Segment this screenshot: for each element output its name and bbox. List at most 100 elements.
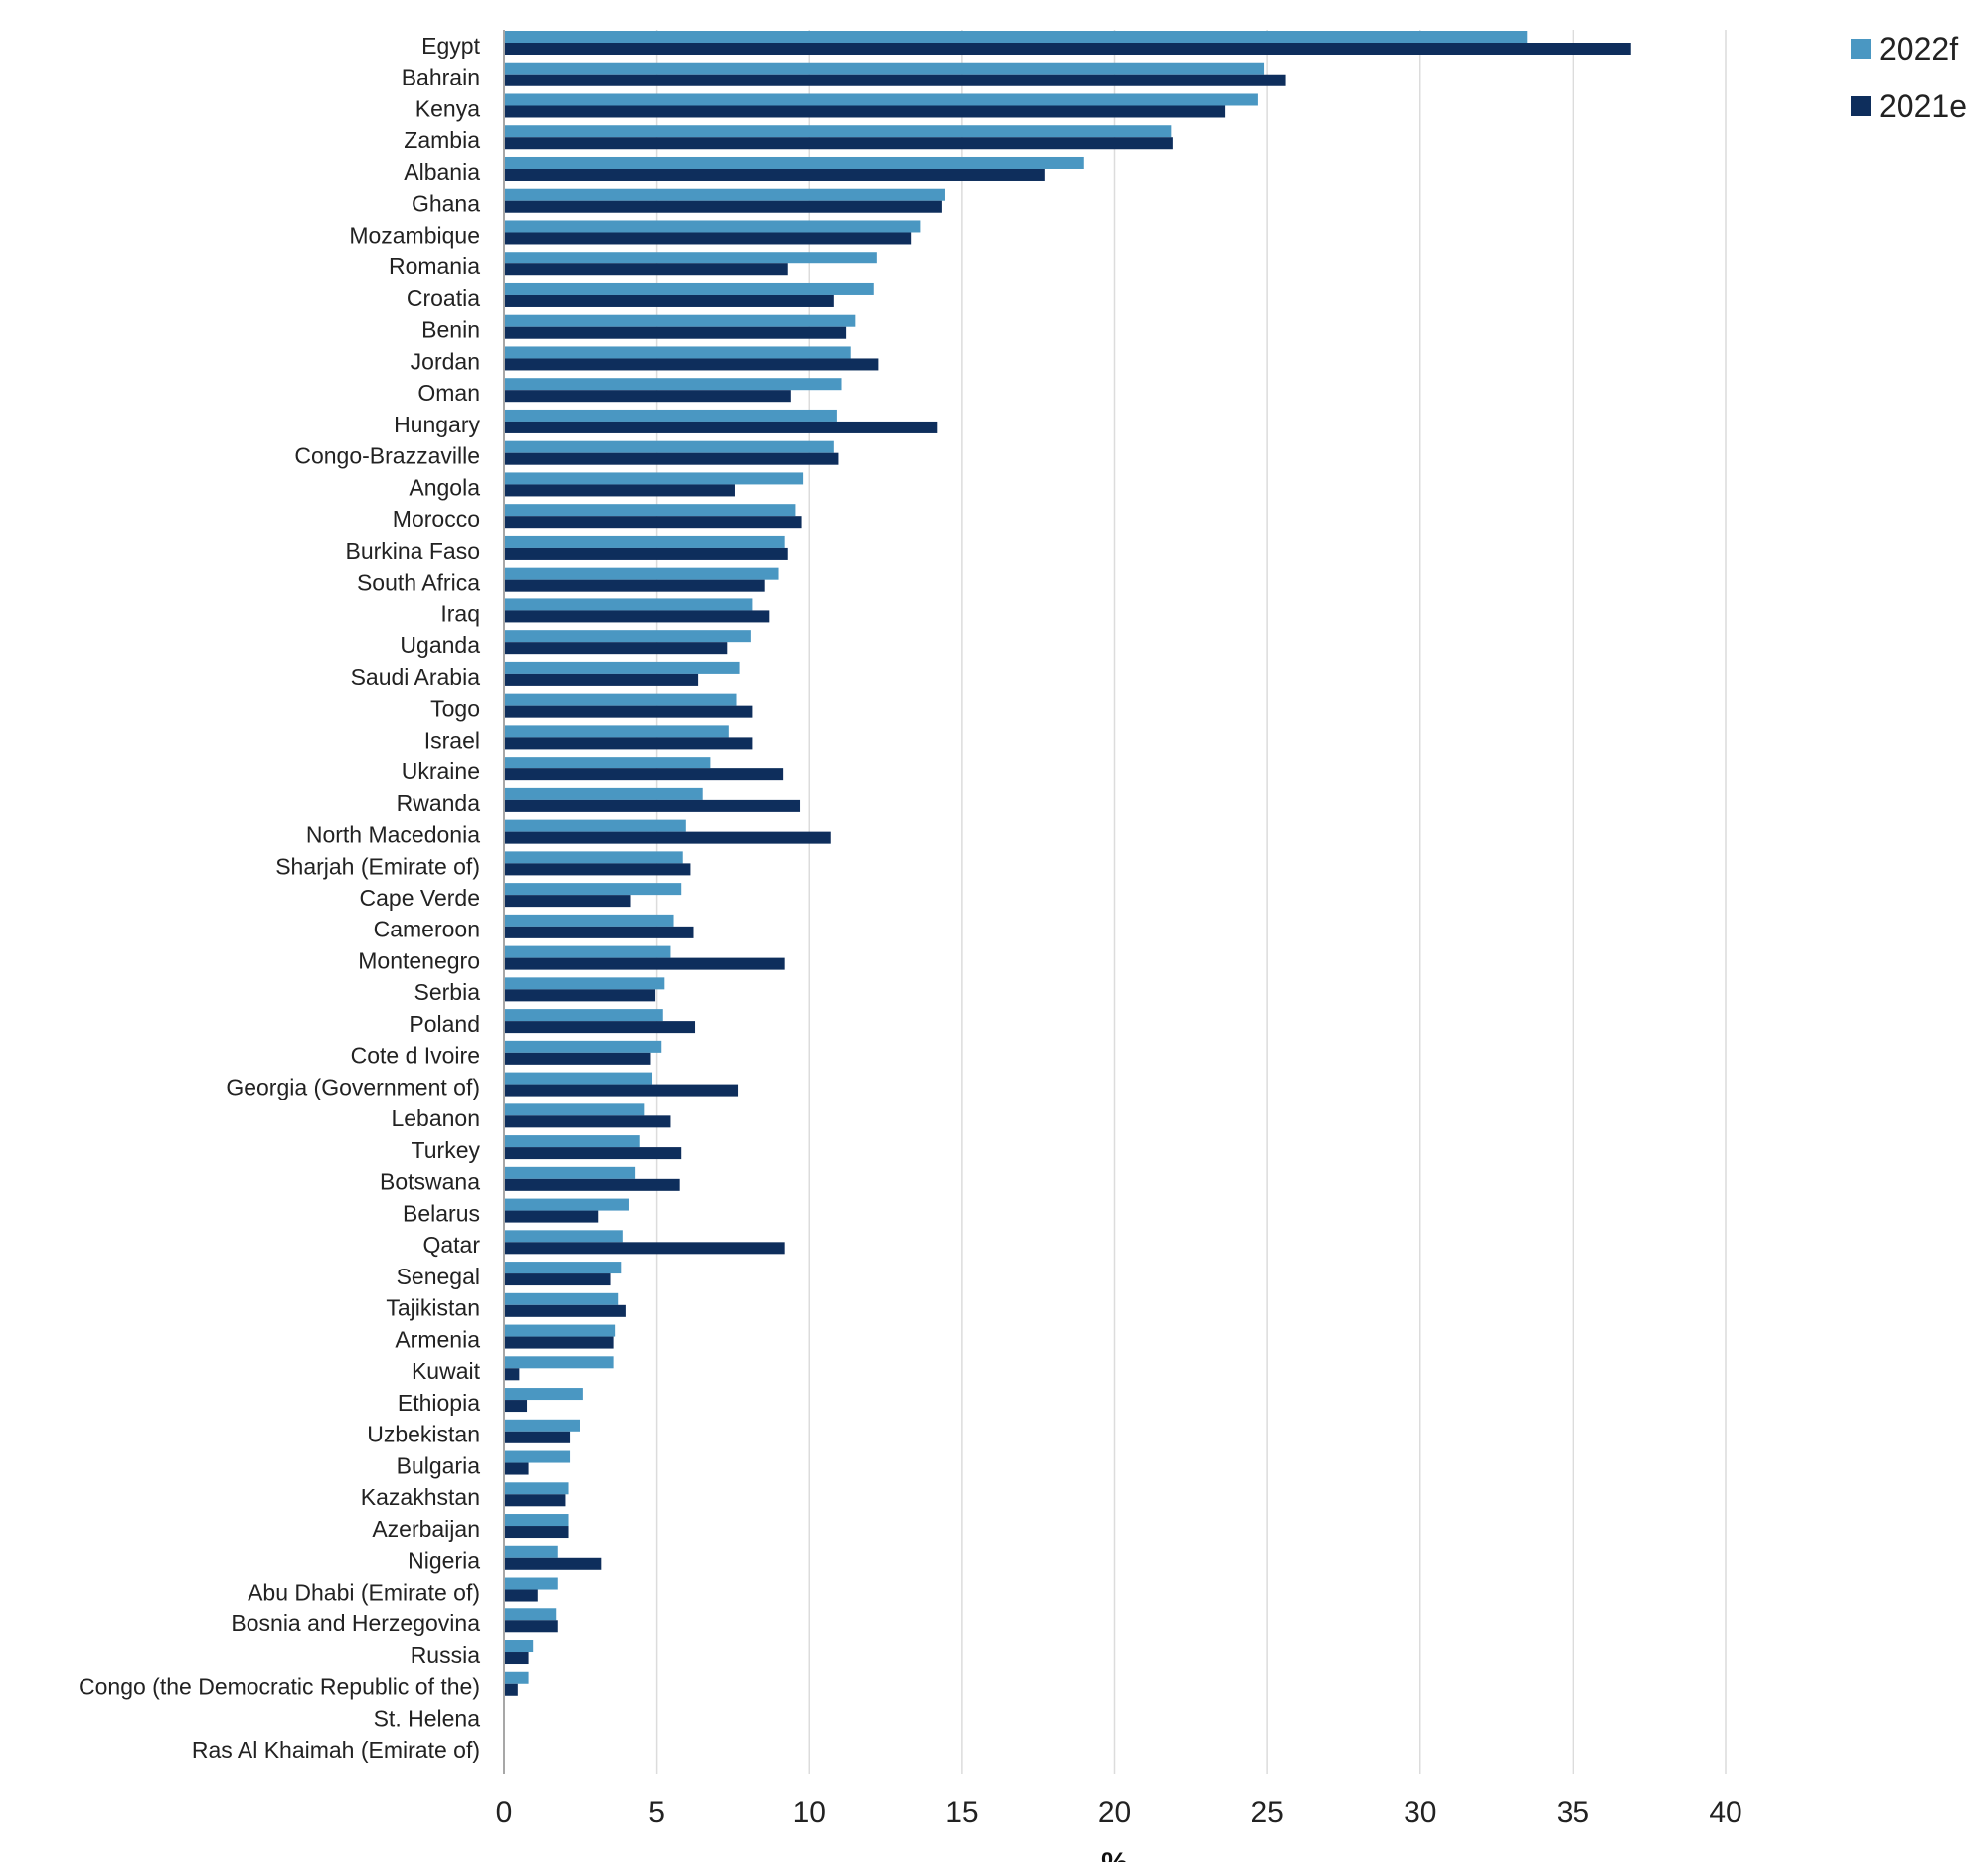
x-tick-label-5: 5 [648,1796,665,1829]
x-tick-label-15: 15 [945,1796,978,1829]
category-label-croatia: Croatia [407,285,480,311]
bar-belarus-2021e [505,1210,599,1223]
legend-swatch-2021e [1851,96,1871,116]
bar-angola-2022f [505,472,804,485]
category-label-uzbekistan: Uzbekistan [367,1422,480,1447]
bar-cote-d-ivoire-2021e [505,1052,651,1065]
bar-poland-2021e [505,1021,696,1034]
bar-lebanon-2022f [505,1103,645,1116]
bar-morocco-2022f [505,504,796,517]
x-tick-label-20: 20 [1098,1796,1131,1829]
bar-ghana-2021e [505,200,942,213]
category-label-congo-brazzaville: Congo-Brazzaville [294,443,480,469]
category-label-azerbaijan: Azerbaijan [372,1516,480,1542]
bar-belarus-2022f [505,1198,629,1211]
category-label-poland: Poland [409,1011,480,1037]
bar-togo-2021e [505,705,753,718]
bar-russia-2021e [505,1652,529,1665]
bar-south-africa-2021e [505,579,765,592]
bar-cameroon-2022f [505,914,674,927]
bar-sharjah-emirate-of-2022f [505,851,683,864]
bar-congo-brazzaville-2022f [505,440,834,453]
category-label-north-macedonia: North Macedonia [306,822,480,848]
category-label-rwanda: Rwanda [397,790,481,816]
bar-croatia-2022f [505,282,874,295]
bar-saudi-arabia-2021e [505,673,699,686]
bar-saudi-arabia-2022f [505,661,740,674]
bar-bosnia-and-herzegovina-2021e [505,1620,558,1633]
bar-turkey-2022f [505,1135,640,1148]
legend: 2022f 2021e [1851,31,1967,124]
category-label-congo-the-democratic-republic-of-the: Congo (the Democratic Republic of the) [79,1674,480,1700]
x-tick-label-25: 25 [1250,1796,1283,1829]
bar-cape-verde-2022f [505,883,682,896]
x-tick-label-0: 0 [496,1796,513,1829]
category-label-oman: Oman [417,380,480,406]
bar-sharjah-emirate-of-2021e [505,863,691,876]
bar-uzbekistan-2021e [505,1431,571,1443]
category-label-uganda: Uganda [400,632,480,658]
category-label-togo: Togo [430,696,480,722]
bar-ghana-2022f [505,188,945,201]
bar-kazakhstan-2021e [505,1494,566,1507]
category-label-sharjah-emirate-of: Sharjah (Emirate of) [275,853,480,879]
bar-jordan-2022f [505,346,851,359]
category-label-zambia: Zambia [404,127,480,153]
x-tick-label-10: 10 [793,1796,826,1829]
category-label-benin: Benin [421,317,480,343]
category-label-ghana: Ghana [412,191,480,217]
bar-togo-2022f [505,693,737,706]
bar-kazakhstan-2022f [505,1482,569,1495]
category-label-saudi-arabia: Saudi Arabia [351,664,481,690]
category-label-cape-verde: Cape Verde [360,885,480,911]
bar-cote-d-ivoire-2022f [505,1040,662,1053]
category-label-cote-d-ivoire: Cote d Ivoire [351,1043,480,1069]
category-label-israel: Israel [424,727,480,753]
bar-uzbekistan-2022f [505,1419,580,1432]
bar-tajikistan-2022f [505,1292,619,1305]
category-label-botswana: Botswana [380,1169,480,1195]
bar-armenia-2022f [505,1324,616,1337]
x-tick-label-30: 30 [1404,1796,1436,1829]
category-label-bahrain: Bahrain [402,65,480,90]
category-label-qatar: Qatar [422,1232,480,1258]
bar-ethiopia-2022f [505,1388,583,1401]
bar-congo-the-democratic-republic-of-the-2021e [505,1683,518,1696]
category-label-cameroon: Cameroon [374,917,480,942]
bar-iraq-2022f [505,598,753,611]
bar-hungary-2021e [505,421,938,433]
bar-botswana-2021e [505,1178,680,1191]
bar-kenya-2022f [505,93,1258,106]
bar-congo-the-democratic-republic-of-the-2022f [505,1671,529,1684]
bar-azerbaijan-2022f [505,1514,569,1527]
category-label-nigeria: Nigeria [408,1548,480,1574]
bar-croatia-2021e [505,294,834,307]
bar-angola-2021e [505,484,735,497]
bar-ukraine-2021e [505,768,784,781]
bar-uganda-2021e [505,642,728,655]
bar-abu-dhabi-emirate-of-2021e [505,1589,538,1602]
category-label-bulgaria: Bulgaria [397,1452,481,1478]
bar-israel-2022f [505,725,729,738]
bar-romania-2022f [505,252,877,264]
bar-montenegro-2022f [505,945,671,958]
bar-hungary-2022f [505,409,837,422]
category-label-romania: Romania [389,254,480,279]
category-labels: Egypt Bahrain Kenya Zambia Albania Ghana Mozam… [79,33,481,1763]
bar-south-africa-2022f [505,567,779,580]
bar-senegal-2022f [505,1262,622,1274]
bar-bosnia-and-herzegovina-2022f [505,1608,557,1621]
bar-serbia-2021e [505,989,656,1002]
category-label-lebanon: Lebanon [391,1105,480,1131]
category-label-morocco: Morocco [393,506,480,532]
bar-albania-2021e [505,168,1045,181]
category-label-russia: Russia [411,1642,481,1668]
bar-rwanda-2022f [505,787,703,800]
category-label-ras-al-khaimah-emirate-of: Ras Al Khaimah (Emirate of) [192,1737,480,1763]
bar-jordan-2021e [505,358,879,371]
bar-rwanda-2021e [505,799,801,812]
bar-ethiopia-2021e [505,1400,528,1413]
bar-cape-verde-2021e [505,895,631,908]
bar-bahrain-2021e [505,74,1286,86]
